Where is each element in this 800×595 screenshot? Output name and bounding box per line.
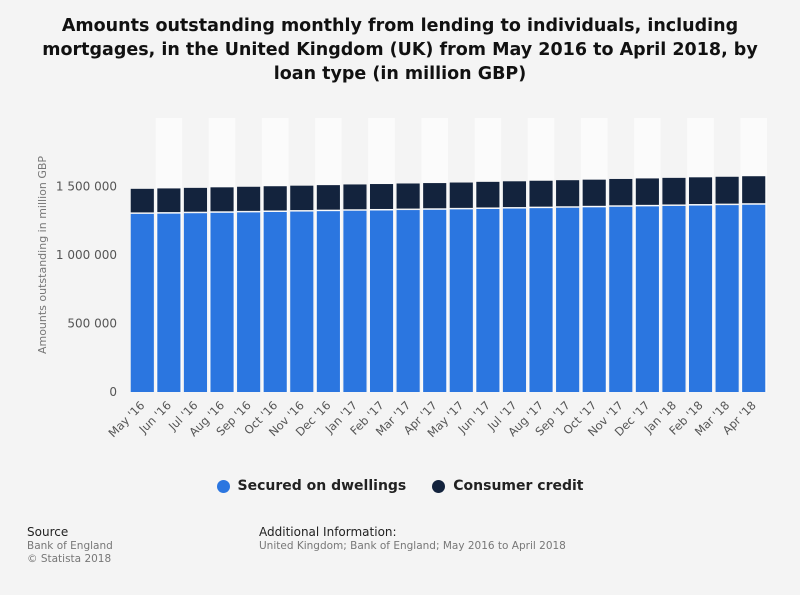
bar-secured[interactable] [582,207,606,392]
chart-title: Amounts outstanding monthly from lending… [42,16,758,84]
bar-secured[interactable] [529,208,553,392]
legend: Secured on dwellings Consumer credit [0,478,800,494]
y-tick-label: 1 000 000 [56,248,117,262]
bar-consumer[interactable] [715,176,739,204]
bar-consumer[interactable] [316,185,340,210]
bar-secured[interactable] [715,205,739,392]
source-heading: Source [27,525,69,539]
legend-label-consumer: Consumer credit [453,478,584,494]
bar-consumer[interactable] [476,181,500,208]
bar-secured[interactable] [635,206,659,392]
bar-consumer[interactable] [609,178,633,206]
bar-secured[interactable] [742,204,766,392]
bar-secured[interactable] [343,210,367,392]
bar-secured[interactable] [369,210,394,392]
bar-consumer[interactable] [290,185,314,211]
additional-info-heading: Additional Information: [259,525,397,539]
source-block: Source Bank of England © Statista 2018 [27,526,113,566]
bar-consumer[interactable] [556,180,580,207]
bar-consumer[interactable] [157,188,181,213]
bar-secured[interactable] [449,209,473,392]
legend-label-secured: Secured on dwellings [237,478,407,494]
source-link[interactable]: Bank of England [27,540,113,552]
x-tick-label: May '16 [106,398,148,440]
bar-consumer[interactable] [396,183,420,209]
bar-consumer[interactable] [210,187,234,212]
bar-group [130,176,766,392]
bar-consumer[interactable] [449,182,473,208]
bar-consumer[interactable] [742,176,766,204]
bar-secured[interactable] [502,208,527,392]
y-tick-label: 1 500 000 [56,180,117,194]
bar-secured[interactable] [290,211,314,392]
y-axis-label: Amounts outstanding in million GBP [36,156,49,354]
bar-secured[interactable] [157,213,181,392]
bar-consumer[interactable] [635,178,659,205]
bar-consumer[interactable] [263,186,287,211]
y-tick-label: 0 [109,385,117,399]
bar-consumer[interactable] [237,186,261,211]
bar-consumer[interactable] [423,183,447,209]
bar-consumer[interactable] [688,177,713,205]
bar-secured[interactable] [183,213,208,392]
bar-secured[interactable] [662,205,686,392]
bar-secured[interactable] [476,208,500,392]
additional-info-text: United Kingdom; Bank of England; May 201… [259,540,566,552]
bar-secured[interactable] [210,212,234,392]
legend-item-consumer[interactable]: Consumer credit [432,478,584,494]
legend-swatch-consumer [432,479,446,493]
copyright[interactable]: © Statista 2018 [27,553,112,565]
legend-swatch-secured [216,479,230,493]
bar-secured[interactable] [609,206,633,392]
bar-consumer[interactable] [529,180,553,207]
bar-consumer[interactable] [183,187,208,212]
bar-secured[interactable] [396,210,420,392]
bar-secured[interactable] [556,207,580,392]
bar-consumer[interactable] [130,188,154,213]
y-axis: 0 500 000 1 000 000 1 500 000 [56,180,117,400]
bar-secured[interactable] [263,211,287,392]
bar-secured[interactable] [423,209,447,392]
bar-secured[interactable] [237,212,261,392]
bar-consumer[interactable] [343,184,367,210]
additional-info-block: Additional Information: United Kingdom; … [259,526,566,553]
bar-secured[interactable] [316,211,340,392]
bar-consumer[interactable] [662,177,686,205]
bar-secured[interactable] [130,213,154,392]
y-tick-label: 500 000 [67,317,117,331]
bar-consumer[interactable] [582,179,606,206]
bar-consumer[interactable] [369,184,394,209]
bar-consumer[interactable] [502,181,527,208]
legend-item-secured[interactable]: Secured on dwellings [216,478,407,494]
bar-secured[interactable] [688,205,713,392]
